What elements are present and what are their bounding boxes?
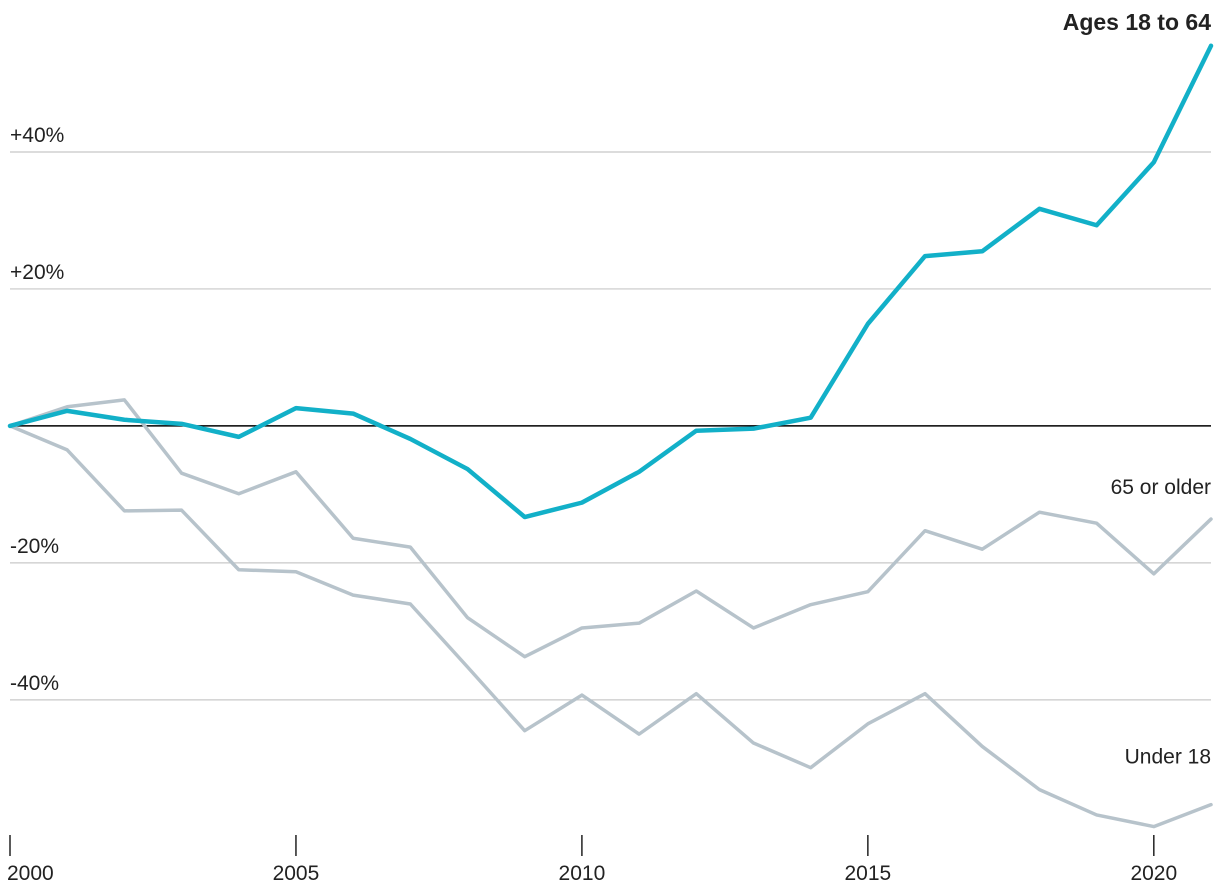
x-tick-label: 2015 [844,862,891,884]
x-tick-label: 2000 [7,862,54,884]
series-line [7,43,1214,520]
series-label: Under 18 [1125,746,1211,769]
series-label: 65 or older [1111,476,1211,499]
x-tick-label: 2020 [1130,862,1177,884]
series-line [8,398,1213,659]
y-tick-label: +20% [10,261,64,284]
series-label: Ages 18 to 64 [1063,9,1211,35]
series-line [8,424,1213,829]
y-tick-label: +40% [10,124,64,147]
x-tick-label: 2005 [273,862,320,884]
y-tick-label: -20% [10,535,59,558]
x-tick-label: 2010 [559,862,606,884]
y-tick-label: -40% [10,672,59,695]
